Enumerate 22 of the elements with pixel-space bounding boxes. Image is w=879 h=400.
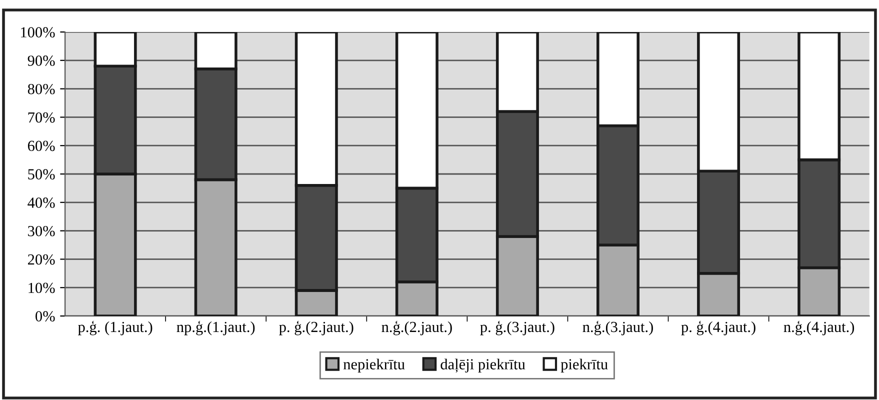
y-tick-label: 60% [28,140,55,152]
x-tick-label: p.ģ. (1.jaut.) [78,320,152,336]
y-tick-label: 100% [21,27,55,38]
y-tick-label: 70% [28,112,55,123]
x-tick-label: np.ģ.(1.jaut.) [176,320,255,336]
y-tick-label: 30% [28,226,55,236]
y-tick-label: 50% [28,169,55,180]
y-tick-label: 40% [28,198,55,208]
x-tick-label: p. ģ.(2.jaut.) [279,320,354,336]
x-tick-label: n.ģ.(3.jaut.) [582,320,653,336]
x-tick-label: p. ģ.(3.jaut.) [480,320,554,336]
y-tick-label: 80% [28,84,55,94]
legend-label: daļēji piekrītu [440,358,526,373]
y-tick-label: 90% [28,56,55,66]
y-tick-label: 10% [28,282,55,294]
legend-label: nepiekrītu [343,358,405,373]
y-tick-label: 0% [36,311,55,322]
x-tick-label: p. ģ.(4.jaut.) [681,320,756,336]
y-tick-label: 20% [28,254,55,265]
x-tick-label: n.ģ.(4.jaut.) [784,320,854,336]
x-tick-label: n.ģ.(2.jaut.) [382,320,452,336]
legend-label: piekrītu [560,358,608,373]
